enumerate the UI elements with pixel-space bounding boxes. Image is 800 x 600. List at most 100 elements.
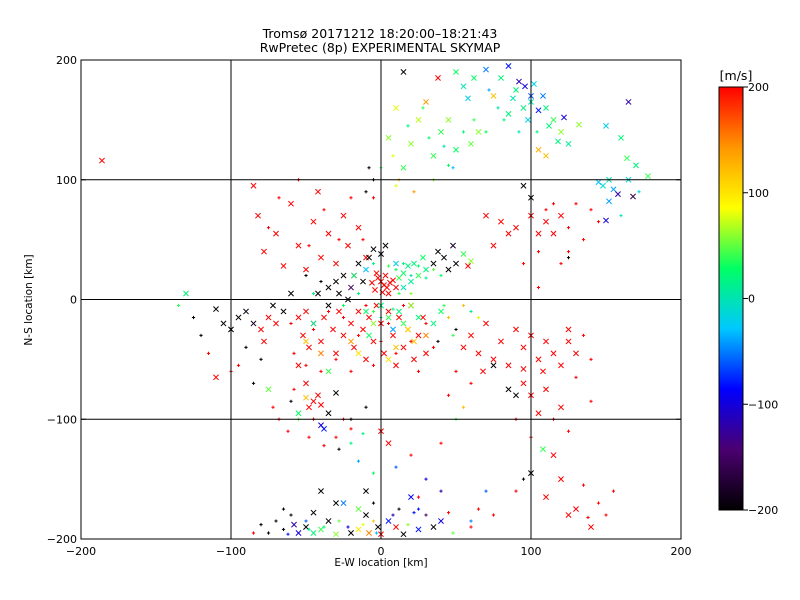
data-point-x: [385, 134, 392, 141]
data-point-plus: [259, 357, 263, 361]
data-point-plus: [412, 511, 416, 515]
data-point-plus: [191, 315, 196, 320]
data-point-plus: [427, 136, 431, 140]
data-point-x: [498, 218, 504, 225]
data-point-plus: [451, 333, 455, 338]
data-point-plus: [551, 202, 556, 206]
data-point-x: [483, 320, 489, 327]
colorbar-tick-label: −200: [748, 504, 778, 517]
data-point-x: [372, 286, 378, 293]
data-point-x: [333, 278, 339, 285]
data-point-plus: [386, 321, 391, 326]
data-point-x: [573, 350, 579, 357]
data-point-plus: [461, 130, 466, 134]
data-point-plus: [566, 250, 571, 254]
data-point-plus: [424, 477, 428, 481]
data-point-x: [213, 374, 219, 381]
data-point-x: [396, 308, 402, 315]
data-point-x: [261, 338, 267, 345]
data-point-x: [325, 518, 332, 524]
data-point-x: [411, 260, 417, 267]
data-point-plus: [461, 405, 466, 409]
y-tick-label: −200: [47, 533, 77, 546]
data-points: [99, 63, 651, 538]
data-point-x: [273, 320, 279, 327]
data-point-x: [513, 392, 519, 399]
data-point-plus: [394, 465, 398, 469]
data-point-x: [310, 320, 317, 327]
data-point-x: [550, 350, 557, 357]
data-point-plus: [364, 303, 368, 308]
data-point-x: [318, 488, 324, 495]
data-point-x: [288, 200, 294, 207]
data-point-plus: [236, 363, 241, 367]
data-point-x: [321, 314, 327, 321]
data-point-plus: [581, 333, 586, 338]
data-point-x: [543, 338, 549, 345]
data-point-plus: [476, 507, 481, 511]
data-point-plus: [367, 166, 371, 170]
data-point-plus: [311, 327, 316, 332]
data-point-plus: [521, 261, 526, 266]
data-point-x: [573, 506, 579, 513]
data-point-plus: [397, 507, 401, 511]
data-point-plus: [502, 118, 506, 122]
data-point-plus: [496, 106, 500, 110]
data-point-x: [340, 332, 347, 339]
data-point-x: [318, 254, 324, 261]
data-point-plus: [469, 519, 473, 523]
data-point-plus: [244, 345, 248, 349]
data-point-plus: [439, 489, 443, 493]
data-point-x: [291, 521, 297, 528]
data-point-plus: [589, 357, 593, 361]
data-point-x: [490, 362, 497, 369]
data-point-plus: [311, 291, 316, 296]
data-point-plus: [337, 519, 341, 523]
data-point-x: [468, 140, 474, 147]
data-point-plus: [454, 327, 458, 332]
data-point-plus: [535, 130, 539, 134]
data-point-x: [295, 242, 302, 249]
data-point-x: [396, 274, 402, 281]
data-point-plus: [251, 381, 256, 385]
data-point-x: [265, 314, 272, 321]
data-point-x: [565, 338, 572, 345]
data-point-x: [630, 193, 636, 200]
data-point-plus: [274, 519, 278, 523]
data-point-x: [588, 524, 594, 530]
data-point-x: [438, 128, 444, 135]
data-point-plus: [346, 525, 350, 529]
data-point-plus: [409, 291, 413, 296]
data-point-x: [603, 217, 609, 224]
data-point-x: [546, 122, 552, 129]
data-point-plus: [401, 261, 406, 266]
data-point-x: [360, 326, 366, 333]
x-tick-label: 0: [378, 545, 385, 558]
data-point-plus: [487, 88, 491, 92]
data-point-plus: [446, 393, 451, 397]
data-point-plus: [304, 363, 308, 367]
data-point-plus: [424, 321, 428, 326]
data-point-plus: [206, 351, 211, 355]
data-point-x: [535, 107, 542, 114]
data-point-x: [423, 98, 429, 105]
data-point-plus: [199, 333, 203, 338]
data-point-plus: [281, 527, 286, 532]
data-point-plus: [286, 429, 290, 433]
data-point-x: [288, 290, 294, 297]
data-point-x: [336, 290, 342, 297]
data-point-plus: [566, 255, 571, 260]
colorbar-tick-label: 200: [748, 81, 769, 94]
data-point-x: [513, 224, 519, 231]
data-point-plus: [356, 291, 361, 296]
data-point-x: [303, 524, 309, 530]
data-point-x: [595, 179, 602, 186]
y-tick-label: −100: [47, 413, 77, 426]
data-point-x: [600, 182, 606, 189]
data-point-plus: [349, 369, 353, 373]
data-point-x: [295, 362, 302, 369]
data-point-plus: [337, 447, 341, 451]
data-point-x: [535, 356, 542, 363]
data-point-x: [340, 212, 347, 219]
data-point-plus: [446, 315, 451, 320]
